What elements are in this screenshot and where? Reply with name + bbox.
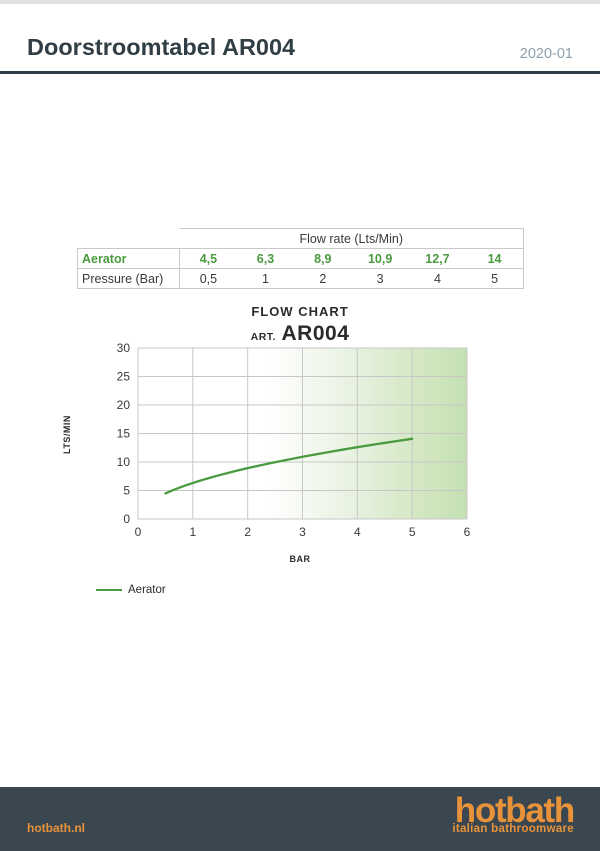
svg-text:2: 2: [244, 525, 251, 539]
svg-text:4: 4: [354, 525, 361, 539]
svg-text:3: 3: [299, 525, 306, 539]
svg-text:15: 15: [117, 427, 131, 441]
svg-text:20: 20: [117, 398, 131, 412]
svg-text:5: 5: [409, 525, 416, 539]
svg-text:1: 1: [189, 525, 196, 539]
svg-text:0: 0: [123, 512, 130, 526]
svg-text:10: 10: [117, 455, 131, 469]
svg-text:25: 25: [117, 370, 131, 384]
svg-text:0: 0: [135, 525, 142, 539]
svg-text:30: 30: [117, 341, 131, 355]
svg-text:6: 6: [464, 525, 471, 539]
svg-text:5: 5: [123, 484, 130, 498]
